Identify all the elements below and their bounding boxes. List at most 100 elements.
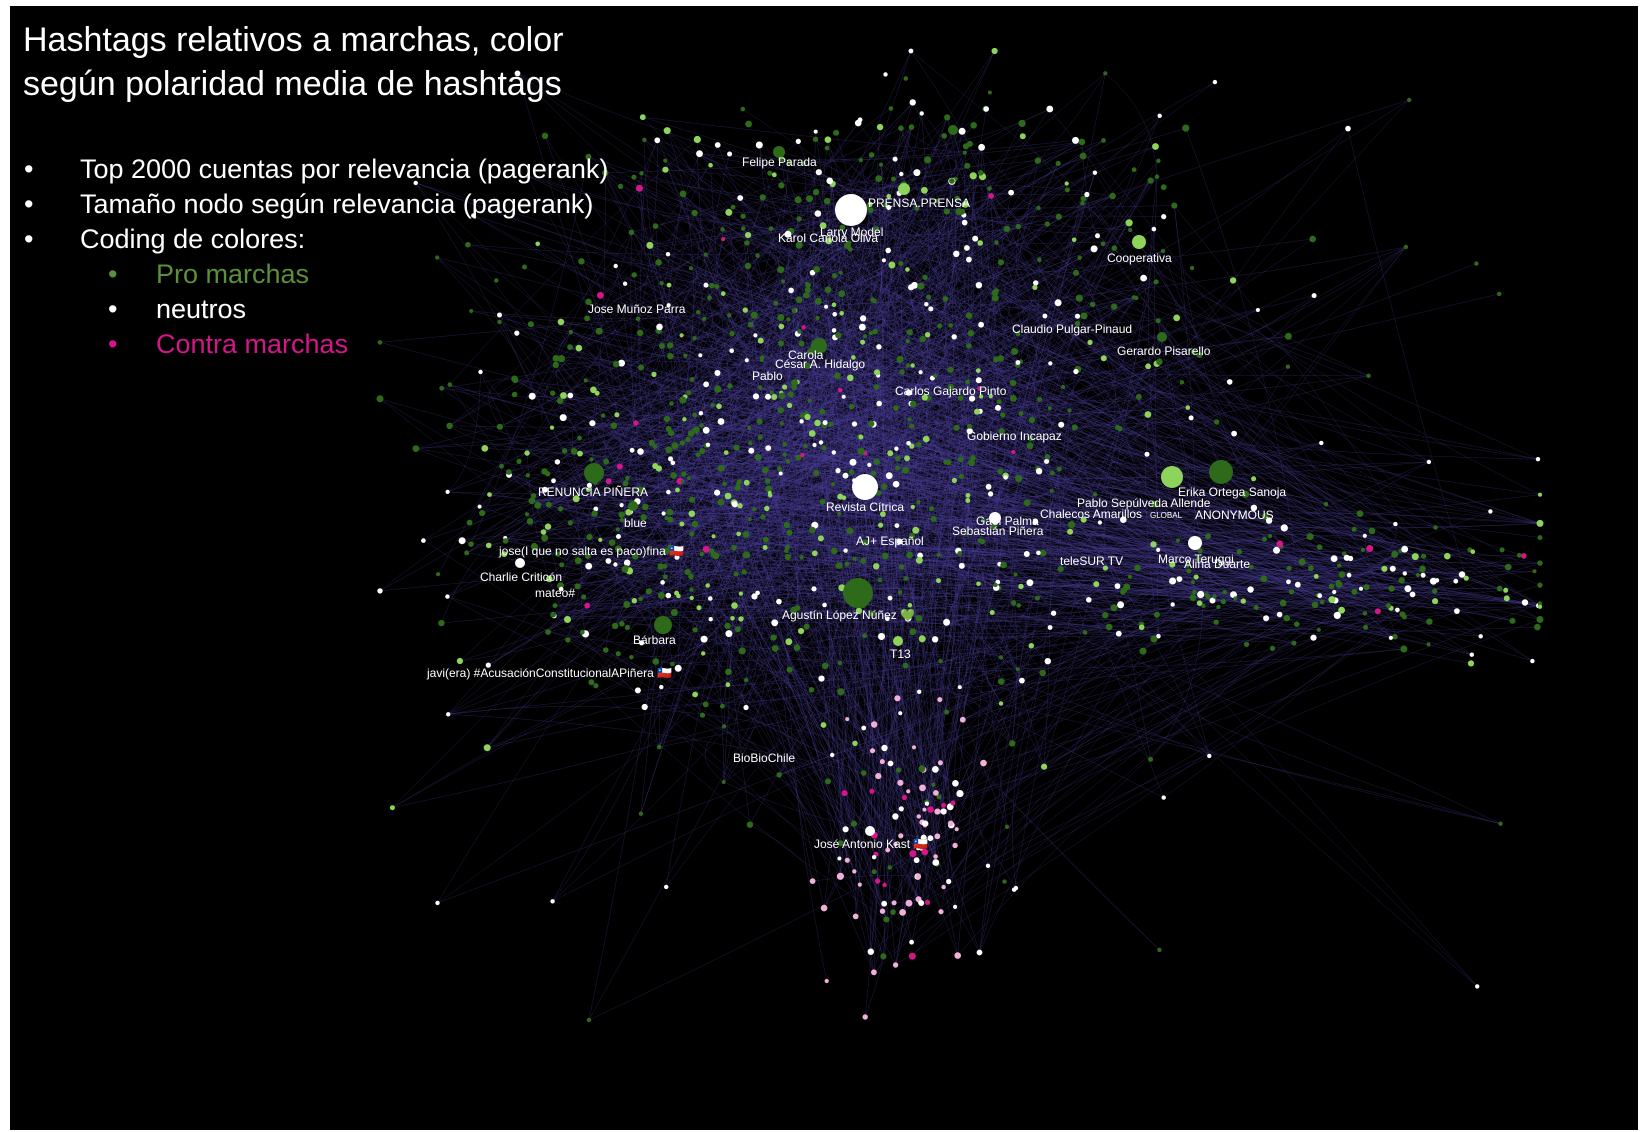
graph-node	[675, 487, 680, 493]
graph-node	[852, 474, 878, 500]
graph-node	[577, 435, 582, 441]
graph-node	[1182, 124, 1190, 132]
graph-node	[811, 338, 827, 354]
graph-node	[815, 169, 822, 176]
graph-node	[698, 353, 703, 358]
graph-node	[809, 878, 816, 884]
graph-node	[624, 624, 631, 631]
graph-node	[909, 423, 915, 429]
graph-node	[787, 391, 794, 398]
graph-node	[909, 400, 917, 408]
graph-node	[951, 334, 957, 340]
graph-node	[1433, 525, 1438, 530]
graph-node	[933, 854, 938, 859]
graph-node	[921, 186, 928, 194]
graph-node	[725, 682, 731, 688]
graph-node	[1023, 499, 1031, 507]
graph-node	[1170, 602, 1175, 607]
graph-node	[835, 468, 841, 474]
graph-node	[1374, 608, 1381, 615]
graph-node	[937, 697, 943, 703]
graph-node	[736, 481, 741, 486]
graph-node	[940, 808, 947, 815]
graph-node	[823, 197, 831, 205]
graph-node	[886, 205, 892, 210]
graph-node	[917, 282, 925, 290]
graph-node	[1260, 575, 1268, 583]
graph-node	[1004, 824, 1010, 829]
graph-node	[1028, 416, 1036, 424]
graph-node	[586, 487, 591, 492]
graph-node	[714, 370, 721, 376]
graph-node	[908, 48, 914, 54]
graph-node	[909, 850, 917, 858]
graph-node	[662, 548, 670, 555]
graph-node	[744, 262, 752, 270]
graph-node	[581, 594, 587, 600]
graph-node	[456, 657, 463, 665]
graph-node	[656, 323, 663, 331]
graph-node	[649, 439, 655, 445]
graph-node	[908, 124, 915, 130]
graph-node	[727, 151, 733, 157]
graph-node	[1156, 358, 1163, 366]
graph-node	[1286, 579, 1291, 585]
graph-node	[1148, 756, 1154, 762]
graph-node	[1196, 352, 1203, 358]
graph-node	[904, 614, 912, 622]
graph-node	[888, 261, 896, 269]
graph-node	[814, 419, 821, 427]
graph-node	[967, 330, 974, 337]
graph-node	[972, 235, 979, 242]
graph-node	[895, 455, 901, 462]
graph-node	[916, 846, 921, 851]
graph-node	[605, 478, 612, 485]
graph-node	[1156, 547, 1161, 553]
graph-node	[880, 511, 886, 517]
graph-node	[614, 412, 620, 418]
graph-node	[822, 602, 827, 608]
graph-node	[808, 687, 815, 693]
graph-node	[899, 171, 904, 177]
graph-node	[957, 456, 964, 463]
graph-node	[987, 186, 992, 191]
graph-node	[625, 508, 632, 516]
graph-node	[1366, 373, 1371, 378]
graph-node	[496, 423, 503, 430]
graph-node	[1537, 604, 1543, 609]
graph-node	[670, 661, 675, 667]
graph-node	[898, 711, 903, 716]
graph-node	[765, 485, 772, 493]
graph-node	[686, 390, 692, 396]
graph-node	[851, 355, 856, 360]
graph-node	[919, 111, 924, 116]
graph-node	[771, 645, 779, 652]
graph-node	[1171, 202, 1178, 209]
graph-node	[742, 531, 750, 538]
graph-node	[1132, 235, 1146, 249]
graph-node	[591, 510, 598, 517]
graph-node	[1153, 611, 1160, 618]
graph-node	[1498, 821, 1503, 826]
graph-node	[790, 606, 798, 614]
graph-node	[702, 701, 709, 708]
graph-node	[876, 400, 882, 407]
graph-node	[803, 623, 810, 630]
graph-node	[660, 580, 665, 585]
graph-node	[688, 510, 696, 517]
graph-node	[1156, 633, 1161, 639]
graph-node	[965, 493, 971, 498]
graph-node	[1047, 406, 1052, 411]
graph-node	[1214, 419, 1220, 425]
graph-node	[1404, 585, 1412, 593]
graph-node	[559, 562, 565, 568]
graph-node	[836, 872, 845, 880]
graph-node	[896, 538, 903, 545]
graph-node	[692, 336, 697, 341]
graph-node	[514, 70, 521, 77]
graph-node	[1351, 526, 1357, 532]
graph-node	[756, 418, 763, 425]
graph-node	[1109, 192, 1116, 200]
node-label: BioBioChile	[733, 751, 795, 765]
graph-node	[852, 869, 857, 874]
